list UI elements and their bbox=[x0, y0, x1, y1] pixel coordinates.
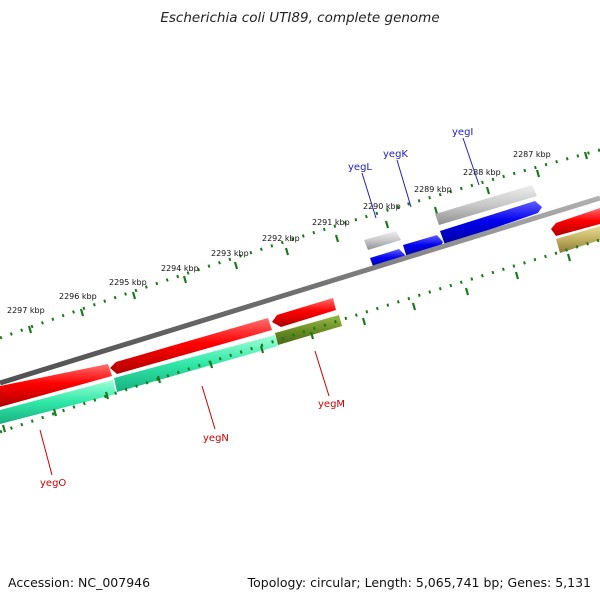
major-tick bbox=[535, 169, 541, 178]
feature-olive-yegM bbox=[275, 315, 342, 345]
major-tick bbox=[411, 302, 417, 311]
tick-label: 2290 kbp bbox=[363, 202, 401, 211]
tick-label: 2289 kbp bbox=[414, 185, 452, 194]
major-tick bbox=[485, 186, 491, 195]
gene-label-yegK: yegK bbox=[383, 149, 408, 160]
leader-yegO bbox=[39, 429, 53, 476]
major-tick bbox=[233, 261, 239, 270]
tick-label: 2291 kbp bbox=[312, 218, 350, 227]
major-tick bbox=[52, 408, 58, 417]
gene-labels: yegL yegK yegI yegM yegN yegO bbox=[40, 127, 473, 489]
cds-yegI bbox=[440, 201, 542, 245]
gene-label-yegI: yegI bbox=[452, 127, 473, 138]
major-tick bbox=[334, 234, 340, 243]
inner-tick-ruler bbox=[0, 238, 600, 434]
cds-right-edge bbox=[551, 208, 600, 236]
genome-summary-text: Topology: circular; Length: 5,065,741 bp… bbox=[247, 575, 591, 590]
outer-tick-ruler bbox=[0, 148, 600, 340]
tick-label: 2296 kbp bbox=[59, 292, 97, 301]
gene-label-leaders bbox=[39, 137, 480, 476]
major-tick bbox=[384, 220, 390, 229]
gene-label-yegL: yegL bbox=[348, 162, 372, 173]
leader-yegI bbox=[462, 137, 480, 186]
leader-yegM bbox=[314, 350, 330, 397]
tick-label: 2295 kbp bbox=[109, 278, 147, 287]
feature-grey-yegI bbox=[435, 185, 537, 225]
major-tick bbox=[583, 151, 589, 160]
gene-label-yegO: yegO bbox=[40, 478, 66, 489]
feature-teal-yegO bbox=[0, 380, 116, 424]
major-tick bbox=[284, 247, 290, 256]
tick-label: 2293 kbp bbox=[211, 249, 249, 258]
gene-label-yegM: yegM bbox=[318, 399, 345, 410]
major-tick bbox=[514, 271, 520, 280]
tick-labels: 2297 kbp 2296 kbp 2295 kbp 2294 kbp 2293… bbox=[7, 150, 551, 315]
major-tick bbox=[79, 308, 85, 317]
feature-khaki-right-edge bbox=[556, 226, 600, 253]
major-tick bbox=[208, 360, 214, 369]
tick-label: 2297 kbp bbox=[7, 306, 45, 315]
major-tick bbox=[433, 206, 439, 215]
major-tick bbox=[182, 275, 188, 284]
genome-backbone bbox=[0, 195, 600, 386]
reverse-strand-features bbox=[0, 208, 600, 424]
tick-label: 2292 kbp bbox=[262, 234, 300, 243]
accession-text: Accession: NC_007946 bbox=[8, 575, 151, 590]
leader-yegL bbox=[361, 172, 377, 219]
feature-teal-yegN bbox=[114, 335, 278, 392]
major-tick bbox=[1, 424, 7, 433]
tick-label: 2294 kbp bbox=[161, 264, 199, 273]
major-tick bbox=[259, 345, 265, 354]
map-title: Escherichia coli UTI89, complete genome bbox=[160, 10, 440, 26]
feature-grey-yegL bbox=[364, 231, 401, 250]
cds-yegM bbox=[272, 298, 336, 327]
forward-strand-features bbox=[364, 185, 542, 269]
major-tick bbox=[27, 325, 33, 334]
cds-yegO bbox=[0, 364, 112, 407]
cds-yegK bbox=[403, 235, 443, 258]
leader-yegK bbox=[396, 159, 412, 208]
major-tick bbox=[464, 287, 470, 296]
tick-label: 2287 kbp bbox=[513, 150, 551, 159]
leader-yegN bbox=[201, 385, 216, 430]
tick-label: 2288 kbp bbox=[463, 168, 501, 177]
gene-label-yegN: yegN bbox=[203, 433, 229, 444]
cds-yegN bbox=[110, 318, 272, 374]
major-tick bbox=[309, 331, 315, 340]
major-tick bbox=[104, 391, 110, 400]
major-tick bbox=[131, 291, 137, 300]
major-tick bbox=[156, 375, 162, 384]
major-tick bbox=[566, 253, 572, 262]
major-tick bbox=[361, 317, 367, 326]
